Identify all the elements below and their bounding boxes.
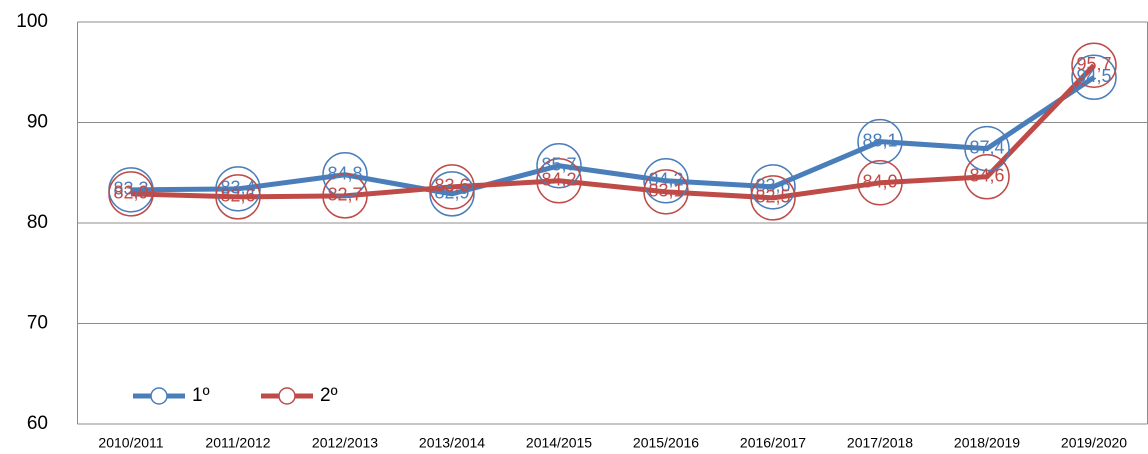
data-label: 85,7 bbox=[541, 154, 576, 174]
data-label: 83,3 bbox=[113, 179, 148, 199]
legend-marker bbox=[278, 387, 296, 405]
data-label: 82,9 bbox=[434, 183, 469, 203]
point-marker bbox=[322, 173, 368, 219]
series-line bbox=[130, 75, 1096, 197]
data-label: 84,2 bbox=[541, 170, 576, 190]
data-label: 88,1 bbox=[862, 130, 897, 150]
y-tick-label: 60 bbox=[27, 413, 48, 434]
point-marker bbox=[1071, 42, 1117, 88]
point-marker bbox=[108, 171, 154, 217]
point-marker bbox=[750, 164, 796, 210]
x-tick-label: 2013/2014 bbox=[419, 435, 485, 451]
point-marker bbox=[536, 142, 582, 189]
point-marker bbox=[857, 160, 903, 206]
x-tick-label: 2015/2016 bbox=[633, 435, 699, 451]
x-tick-label: 2010/2011 bbox=[98, 435, 163, 451]
x-tick-label: 2016/2017 bbox=[740, 435, 806, 451]
data-label: 82,9 bbox=[113, 183, 148, 203]
series-line bbox=[130, 63, 1096, 201]
point-marker bbox=[857, 118, 903, 165]
data-label: 83,6 bbox=[755, 176, 790, 196]
point-marker bbox=[643, 158, 689, 204]
point-marker bbox=[429, 171, 475, 217]
x-tick-label: 2012/2013 bbox=[312, 435, 378, 451]
data-label: 82,6 bbox=[220, 186, 255, 206]
point-marker bbox=[322, 152, 368, 198]
legend-label: 2º bbox=[320, 385, 338, 406]
data-label: 83,1 bbox=[648, 181, 683, 201]
x-tick-label: 2019/2020 bbox=[1061, 435, 1127, 451]
data-label: 84,6 bbox=[969, 166, 1004, 186]
data-label: 84,0 bbox=[862, 172, 897, 192]
data-label: 94,5 bbox=[1076, 66, 1111, 86]
data-label: 83,6 bbox=[434, 176, 469, 196]
data-label: 82,7 bbox=[327, 185, 362, 205]
y-tick-label: 90 bbox=[27, 112, 48, 133]
point-marker bbox=[536, 158, 582, 204]
x-tick-label: 2011/2012 bbox=[205, 435, 270, 451]
y-tick-label: 80 bbox=[27, 212, 48, 233]
legend-marker bbox=[150, 387, 168, 405]
point-marker bbox=[215, 174, 261, 220]
data-label: 83,4 bbox=[220, 178, 255, 198]
point-marker bbox=[643, 169, 689, 215]
legend-label: 1º bbox=[192, 385, 210, 406]
point-marker bbox=[964, 125, 1010, 172]
point-marker bbox=[215, 166, 261, 212]
data-label: 84,8 bbox=[327, 164, 362, 184]
data-label: 84,2 bbox=[648, 170, 683, 190]
point-marker bbox=[429, 164, 475, 210]
data-label: 95,7 bbox=[1076, 54, 1111, 74]
data-label: 82,5 bbox=[755, 187, 790, 207]
x-tick-label: 2017/2018 bbox=[847, 435, 913, 451]
point-marker bbox=[964, 154, 1010, 200]
y-tick-label: 100 bbox=[16, 11, 48, 32]
point-marker bbox=[750, 175, 796, 221]
x-tick-label: 2014/2015 bbox=[526, 435, 592, 451]
data-label: 87,4 bbox=[969, 137, 1004, 157]
x-tick-label: 2018/2019 bbox=[954, 435, 1020, 451]
point-marker bbox=[1071, 54, 1117, 101]
y-tick-label: 70 bbox=[27, 313, 48, 334]
